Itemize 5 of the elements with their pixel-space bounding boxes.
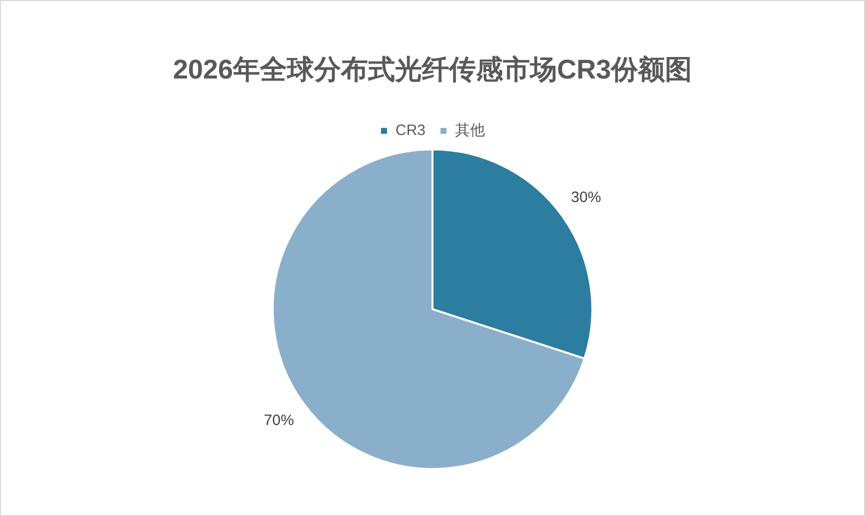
data-label: 30%	[571, 188, 602, 206]
legend-label: CR3	[395, 122, 426, 140]
data-label: 70%	[264, 412, 294, 429]
legend-label: 其他	[455, 122, 486, 140]
chart-title: 2026年全球分布式光纤传感市场CR3份额图	[172, 54, 692, 85]
